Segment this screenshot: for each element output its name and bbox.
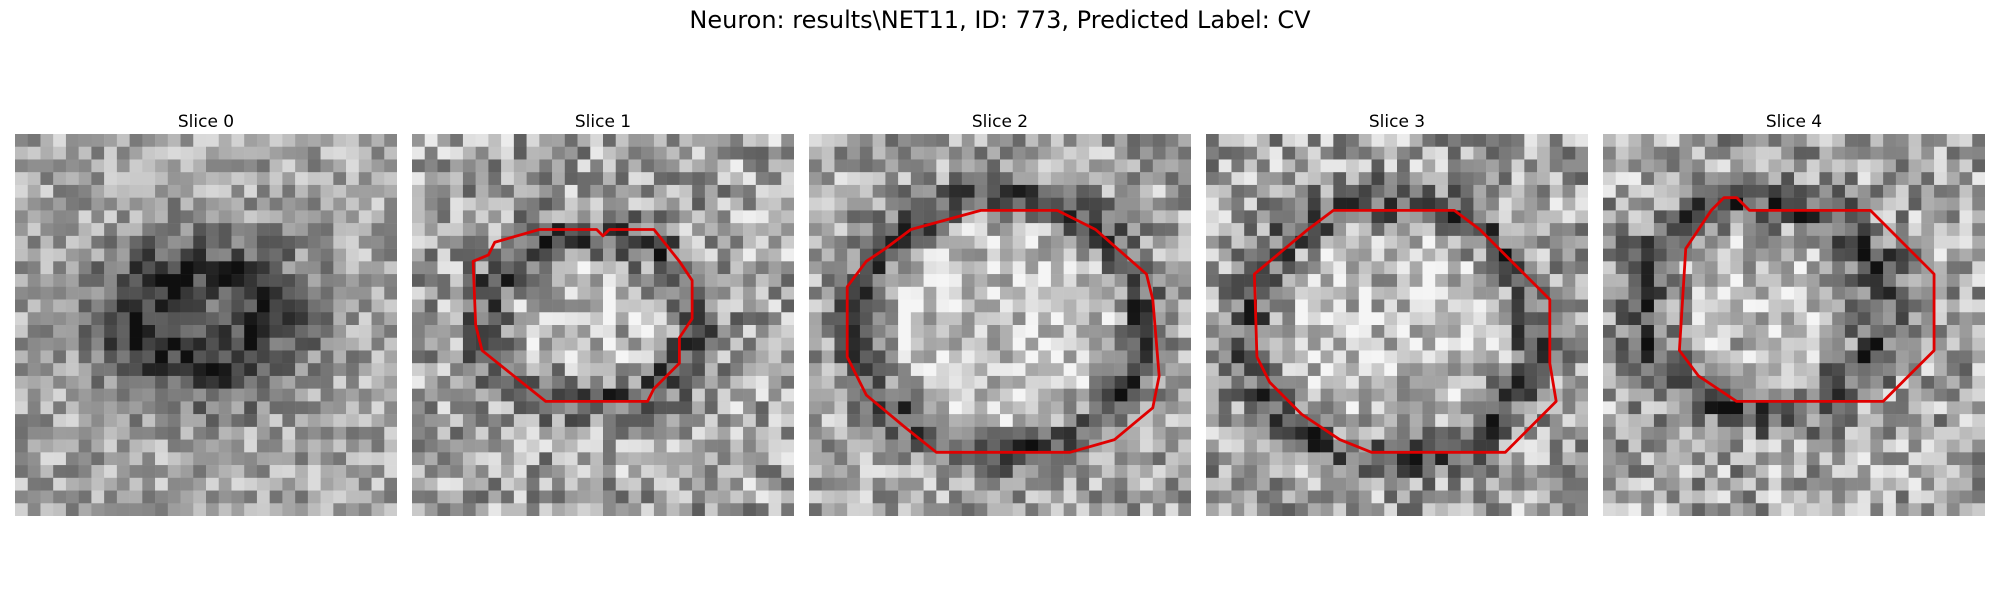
slice-panel-1: Slice 1 [412,110,794,516]
slice-panel-3: Slice 3 [1206,110,1588,516]
segmentation-contour [845,208,1161,454]
slice-title: Slice 3 [1368,112,1426,132]
slice-title: Slice 4 [1765,112,1823,132]
segmentation-contour [1677,196,1936,403]
segmentation-contour [1252,208,1558,454]
segmentation-contour [471,228,694,403]
slice-panel-2: Slice 2 [809,110,1191,516]
figure-title: Neuron: results\NET11, ID: 773, Predicte… [689,6,1311,34]
slice-panel-0: Slice 0 [15,110,397,516]
slice-image [1603,134,1985,516]
slice-title: Slice 0 [177,112,235,132]
slice-image [412,134,794,516]
slice-image [1206,134,1588,516]
slice-image [15,134,397,516]
slice-title: Slice 2 [971,112,1029,132]
slice-title: Slice 1 [574,112,632,132]
slice-image [809,134,1191,516]
slice-panel-4: Slice 4 [1603,110,1985,516]
